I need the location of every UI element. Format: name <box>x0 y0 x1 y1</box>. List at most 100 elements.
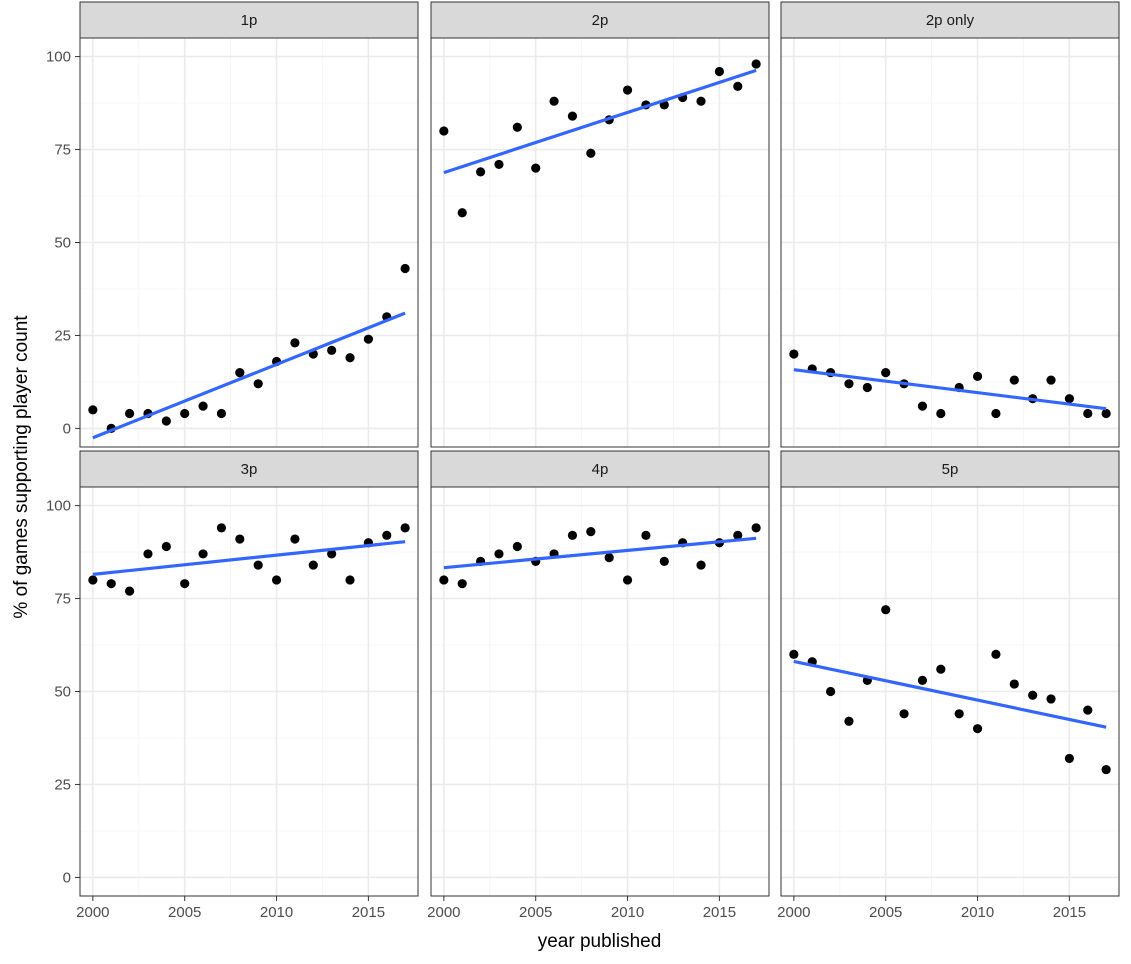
panel-border <box>780 486 1120 897</box>
facet-strip <box>780 450 1120 488</box>
data-point <box>161 541 171 552</box>
data-point <box>494 159 504 170</box>
data-point <box>604 553 614 563</box>
facet-strip <box>79 1 419 39</box>
data-point <box>235 534 245 544</box>
data-point <box>567 111 578 121</box>
data-point <box>198 401 208 411</box>
data-point <box>216 408 227 419</box>
data-point <box>714 66 725 77</box>
y-tick-label: 75 <box>54 591 71 608</box>
facet-panel-2p-only: 2p only <box>780 1 1120 448</box>
x-tick-label: 2015 <box>352 904 385 921</box>
x-axis-title: year published <box>538 931 662 952</box>
data-point <box>327 345 337 355</box>
data-point <box>253 560 263 570</box>
y-tick-label: 0 <box>63 869 71 886</box>
y-axis-title: % of games supporting player count <box>11 315 32 619</box>
data-point <box>1101 408 1111 419</box>
data-point <box>271 575 282 585</box>
x-tick-label: 2000 <box>427 904 460 921</box>
data-point <box>1028 690 1038 700</box>
panel-border <box>430 37 770 448</box>
trend-line <box>793 659 1107 729</box>
data-point <box>345 575 355 585</box>
data-point <box>180 579 190 589</box>
data-point <box>733 530 743 540</box>
data-point <box>512 122 522 132</box>
data-point <box>899 709 909 719</box>
trend-line <box>443 68 757 175</box>
data-point <box>439 126 449 136</box>
data-point <box>622 85 633 95</box>
data-point <box>991 649 1001 659</box>
data-point <box>972 724 983 734</box>
data-point <box>751 59 761 69</box>
facet-label: 2p <box>592 12 609 29</box>
data-point <box>1046 375 1056 385</box>
y-tick-label: 100 <box>46 49 71 66</box>
data-point <box>789 349 799 359</box>
data-point <box>789 649 799 659</box>
x-tick-label: 2015 <box>1053 904 1086 921</box>
y-tick-label: 25 <box>54 327 71 344</box>
data-point <box>567 530 578 540</box>
x-tick-label: 2005 <box>168 904 201 921</box>
data-point <box>936 664 946 674</box>
data-point <box>327 549 337 559</box>
x-tick-label: 2005 <box>519 904 552 921</box>
data-point <box>180 408 190 419</box>
data-point <box>972 371 983 381</box>
data-point <box>881 368 891 378</box>
data-point <box>512 541 522 552</box>
data-point <box>198 549 208 559</box>
data-point <box>457 208 467 218</box>
facet-strip <box>430 1 770 39</box>
data-point <box>1009 375 1019 385</box>
data-point <box>308 560 318 570</box>
facet-label: 4p <box>592 461 609 478</box>
data-point <box>124 408 135 419</box>
data-point <box>124 586 135 596</box>
x-tick-label: 2010 <box>260 904 293 921</box>
data-point <box>531 163 541 173</box>
y-tick-label: 50 <box>54 235 71 252</box>
data-point <box>363 334 374 344</box>
data-point <box>936 408 946 419</box>
facet-panel-4p: 4p 2000 2005 2010 2015 <box>427 450 770 921</box>
x-tick-label: 2015 <box>703 904 736 921</box>
data-point <box>216 523 227 533</box>
data-point <box>917 401 928 411</box>
data-point <box>696 96 706 106</box>
data-point <box>641 530 651 540</box>
panel-border <box>780 37 1120 448</box>
data-point <box>844 716 854 726</box>
data-point <box>844 379 854 389</box>
x-tick-label: 2005 <box>869 904 902 921</box>
data-point <box>862 382 872 393</box>
x-tick-label: 2010 <box>611 904 644 921</box>
data-point <box>733 81 743 91</box>
data-point <box>622 575 633 585</box>
trend-line <box>793 368 1107 411</box>
data-point <box>549 96 559 106</box>
y-tick-label: 25 <box>54 776 71 793</box>
facet-panel-3p: 3p 0 25 50 75 100 2000 2005 2010 2015 <box>46 450 419 921</box>
data-point <box>1083 408 1093 419</box>
x-tick-label: 2000 <box>76 904 109 921</box>
facet-strip <box>430 450 770 488</box>
data-point <box>457 579 467 589</box>
x-tick-label: 2010 <box>961 904 994 921</box>
data-point <box>881 605 891 615</box>
facet-label: 3p <box>241 461 258 478</box>
data-point <box>143 549 153 559</box>
data-point <box>382 530 392 540</box>
facet-label: 1p <box>241 12 258 29</box>
facet-panel-2p: 2p <box>430 1 770 448</box>
data-point <box>290 534 300 544</box>
data-point <box>106 579 116 589</box>
data-point <box>475 167 486 177</box>
panel-border <box>430 486 770 897</box>
facet-strip <box>780 1 1120 39</box>
